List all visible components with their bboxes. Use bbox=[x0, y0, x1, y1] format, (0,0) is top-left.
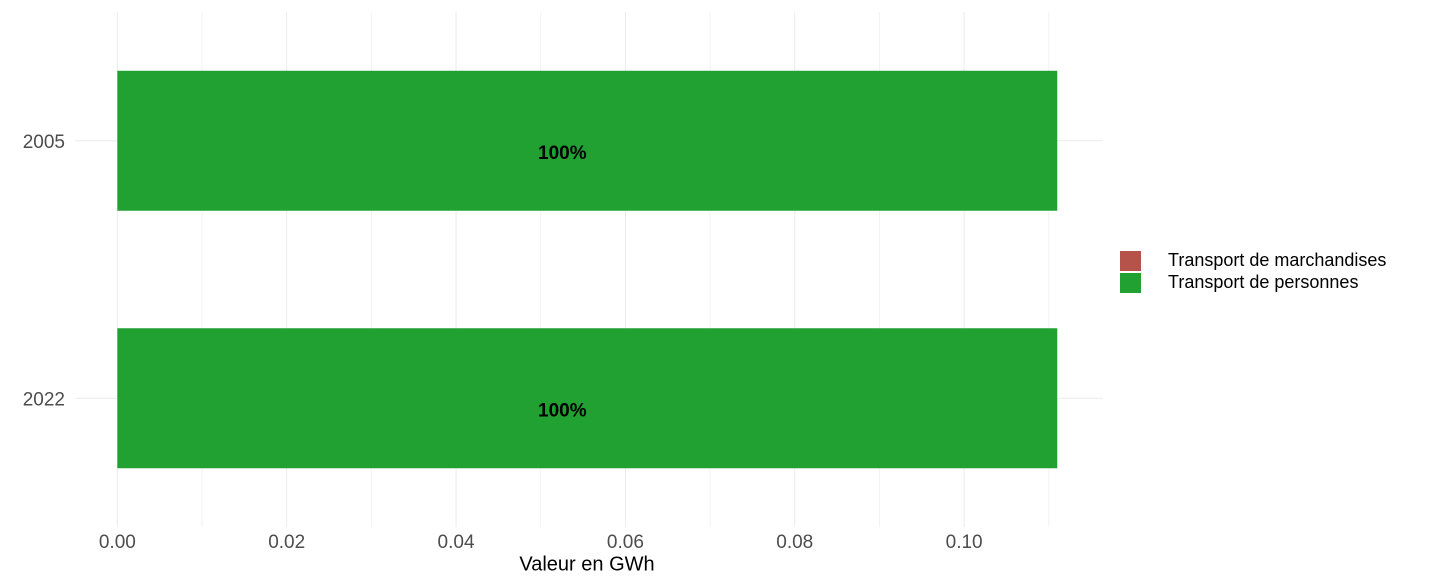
legend-label: Transport de marchandises bbox=[1168, 250, 1386, 270]
value-label: 100% bbox=[538, 143, 587, 164]
x-axis-title: Valeur en GWh bbox=[519, 553, 654, 575]
bar bbox=[117, 328, 1058, 469]
legend-swatch bbox=[1120, 273, 1141, 293]
y-tick-label: 2022 bbox=[23, 389, 65, 410]
x-tick-label: 0.10 bbox=[946, 532, 983, 553]
y-tick-label: 2005 bbox=[23, 132, 65, 153]
value-label: 100% bbox=[538, 400, 587, 421]
x-tick-label: 0.08 bbox=[776, 532, 813, 553]
x-tick-label: 0.02 bbox=[268, 532, 305, 553]
x-tick-label: 0.00 bbox=[99, 532, 136, 553]
x-tick-label: 0.04 bbox=[438, 532, 475, 553]
bar bbox=[117, 70, 1058, 211]
x-tick-label: 0.06 bbox=[607, 532, 644, 553]
legend-label: Transport de personnes bbox=[1168, 272, 1358, 292]
legend-swatch bbox=[1120, 251, 1141, 271]
